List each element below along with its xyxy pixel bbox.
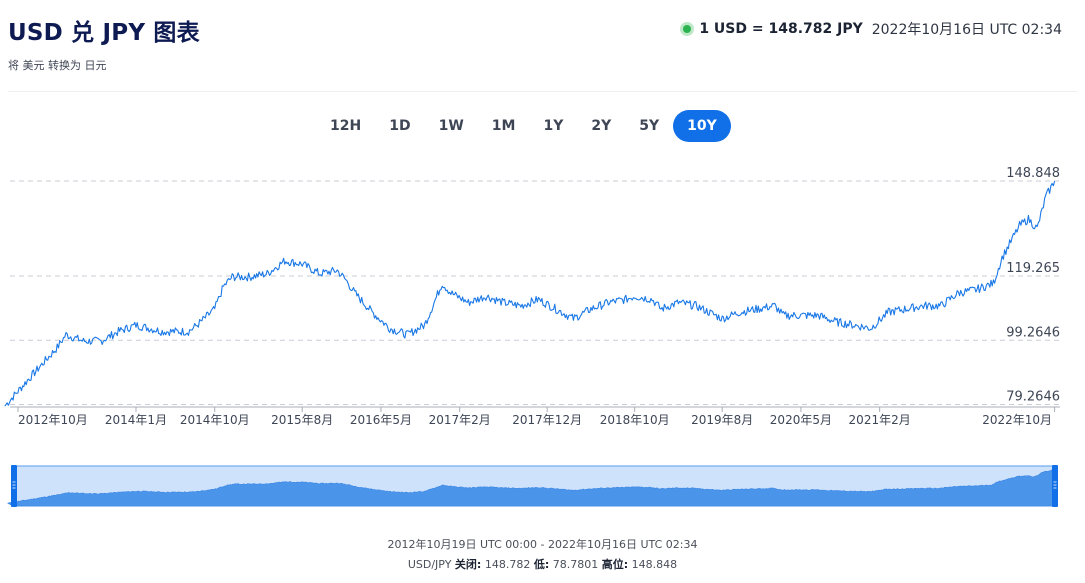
low-value: 78.7801 (552, 558, 599, 571)
x-tick-label: 2021年2月 (849, 413, 911, 427)
x-tick-label: 2019年8月 (691, 413, 753, 427)
navigator-right-handle[interactable] (1052, 465, 1058, 507)
range-start: 2012年10月19日 UTC 00:00 (387, 538, 538, 551)
live-indicator-icon (683, 25, 692, 33)
pair-label: USD/JPY (407, 558, 452, 571)
high-label: 高位: (601, 558, 629, 571)
x-tick-label: 2015年8月 (271, 413, 333, 427)
x-tick-label: 2022年10月 (982, 413, 1052, 427)
navigator-series (7, 469, 1057, 507)
tab-1m[interactable]: 1M (491, 118, 516, 134)
x-tick-label: 2016年5月 (350, 413, 412, 427)
range-tabs: 12H 1D 1W 1M 1Y 2Y 5Y 10Y (316, 110, 731, 142)
tab-1w[interactable]: 1W (438, 118, 464, 134)
low-label: 低: (533, 558, 550, 571)
close-value: 148.782 (484, 558, 531, 571)
x-tick-label: 2020年5月 (770, 413, 832, 427)
header-divider (8, 91, 1077, 92)
x-tick-label: 2017年12月 (512, 413, 582, 427)
footer-range: 2012年10月19日 UTC 00:00 - 2022年10月16日 UTC … (0, 536, 1085, 552)
navigator-left-handle[interactable] (11, 465, 17, 507)
y-tick-label: 119.265 (1006, 261, 1060, 276)
y-tick-label: 148.848 (1006, 166, 1060, 181)
current-rate: 1 USD = 148.782 JPY 2022年10月16日 UTC 02:3… (683, 19, 1062, 39)
page-subtitle: 将 美元 转换为 日元 (8, 59, 107, 72)
footer-stats: USD/JPY 关闭: 148.782 低: 78.7801 高位: 148.8… (0, 556, 1085, 572)
rate-value: 1 USD = 148.782 JPY (699, 21, 863, 37)
tab-1y[interactable]: 1Y (543, 118, 564, 134)
tab-1d[interactable]: 1D (389, 118, 411, 134)
high-value: 148.848 (631, 558, 678, 571)
x-tick-label: 2012年10月 (18, 413, 88, 427)
tab-12h[interactable]: 12H (330, 118, 362, 134)
x-tick-label: 2014年1月 (105, 413, 167, 427)
rate-timestamp: 2022年10月16日 UTC 02:34 (871, 22, 1062, 38)
tab-2y[interactable]: 2Y (591, 118, 612, 134)
range-end: 2022年10月16日 UTC 02:34 (547, 538, 698, 551)
x-tick-label: 2018年10月 (600, 413, 670, 427)
usd-jpy-line (4, 181, 1056, 407)
tab-5y[interactable]: 5Y (639, 118, 660, 134)
price-chart[interactable]: 148.848 119.265 99.2646 79.2646 2012年10月 2014… (0, 0, 1085, 520)
close-label: 关闭: (454, 558, 482, 571)
page-title: USD 兑 JPY 图表 (8, 20, 200, 46)
y-tick-label: 99.2646 (1006, 325, 1060, 340)
x-tick-label: 2017年2月 (429, 413, 491, 427)
tab-10y[interactable]: 10Y (673, 110, 731, 142)
y-tick-label: 79.2646 (1006, 390, 1060, 405)
x-tick-label: 2014年10月 (180, 413, 250, 427)
range-separator: - (537, 538, 548, 551)
